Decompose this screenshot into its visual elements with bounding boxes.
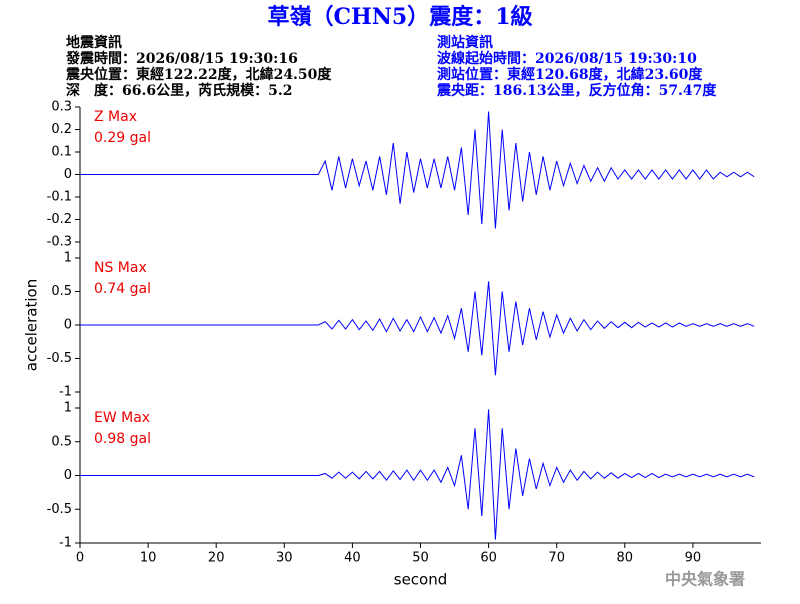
x-tick-label: 20 (208, 551, 225, 566)
info-right: 波線起始時間：2026/08/15 19:30:10 (437, 50, 697, 67)
info-left: 震央位置：東經122.22度，北緯24.50度 (65, 66, 332, 83)
x-tick-label: 80 (617, 551, 634, 566)
annotation: 0.98 gal (94, 431, 151, 447)
y-tick-label: 0 (64, 468, 72, 483)
annotation: 0.29 gal (94, 130, 151, 146)
y-tick-label: -0.3 (47, 235, 72, 250)
y-tick-label: -0.1 (47, 190, 72, 205)
annotation: EW Max (94, 410, 150, 426)
y-tick-label: 0 (64, 318, 72, 333)
x-tick-label: 60 (480, 551, 497, 566)
y-tick-label: 0.2 (51, 122, 72, 137)
annotation: Z Max (94, 109, 137, 125)
y-tick-label: 1 (64, 401, 72, 416)
y-tick-label: 0 (64, 167, 72, 182)
x-tick-label: 90 (685, 551, 702, 566)
y-tick-label: 0.5 (51, 284, 72, 299)
x-tick-label: 70 (548, 551, 565, 566)
y-tick-label: -0.5 (47, 502, 72, 517)
footer: 中央氣象署 (665, 570, 745, 589)
waveform (80, 281, 755, 376)
info-left: 發震時間：2026/08/15 19:30:16 (65, 50, 298, 67)
waveform (80, 111, 755, 229)
x-tick-label: 50 (412, 551, 429, 566)
y-tick-label: -0.2 (47, 212, 72, 227)
x-tick-label: 40 (344, 551, 361, 566)
y-tick-label: -0.5 (47, 351, 72, 366)
x-tick-label: 0 (76, 551, 84, 566)
chart-title: 草嶺（CHN5）震度：1級 (267, 4, 532, 30)
y-tick-label: 0.5 (51, 434, 72, 449)
y-tick-label: -1 (59, 385, 72, 400)
y-tick-label: 0.3 (51, 100, 72, 115)
info-right: 測站資訊 (437, 34, 493, 51)
x-axis-label: second (394, 571, 448, 589)
info-left: 深 度：66.6公里，芮氏規模：5.2 (66, 82, 292, 99)
waveform (80, 409, 755, 540)
y-tick-label: 0.1 (51, 145, 72, 160)
annotation: NS Max (94, 260, 147, 276)
x-tick-label: 30 (276, 551, 293, 566)
x-tick-label: 10 (140, 551, 157, 566)
info-right: 震央距：186.13公里，反方位角：57.47度 (436, 82, 717, 99)
y-tick-label: -1 (59, 536, 72, 551)
info-left: 地震資訊 (66, 34, 122, 51)
annotation: 0.74 gal (94, 281, 151, 297)
y-tick-label: 1 (64, 251, 72, 266)
info-right: 測站位置：東經120.68度，北緯23.60度 (437, 66, 703, 83)
y-axis-label: acceleration (23, 279, 41, 371)
